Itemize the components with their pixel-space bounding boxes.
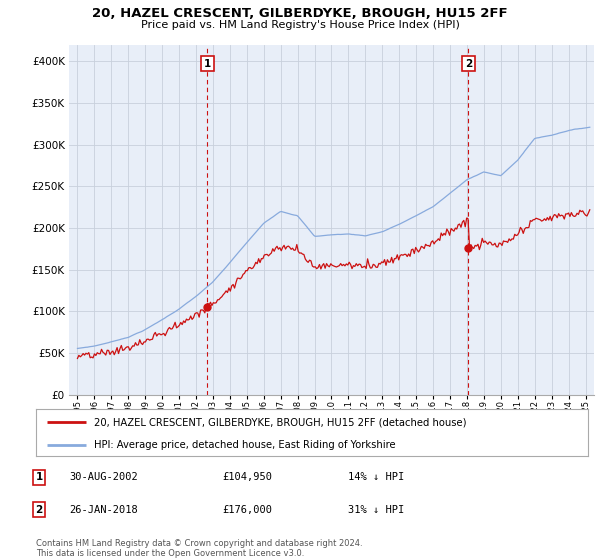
Text: 2: 2 xyxy=(35,505,43,515)
Text: 1: 1 xyxy=(35,472,43,482)
Text: 26-JAN-2018: 26-JAN-2018 xyxy=(69,505,138,515)
Text: Price paid vs. HM Land Registry's House Price Index (HPI): Price paid vs. HM Land Registry's House … xyxy=(140,20,460,30)
Text: 20, HAZEL CRESCENT, GILBERDYKE, BROUGH, HU15 2FF: 20, HAZEL CRESCENT, GILBERDYKE, BROUGH, … xyxy=(92,7,508,20)
Text: 1: 1 xyxy=(203,59,211,69)
Text: 2: 2 xyxy=(465,59,472,69)
Text: 30-AUG-2002: 30-AUG-2002 xyxy=(69,472,138,482)
Text: Contains HM Land Registry data © Crown copyright and database right 2024.
This d: Contains HM Land Registry data © Crown c… xyxy=(36,539,362,558)
Text: £176,000: £176,000 xyxy=(222,505,272,515)
Text: HPI: Average price, detached house, East Riding of Yorkshire: HPI: Average price, detached house, East… xyxy=(94,440,395,450)
Text: 20, HAZEL CRESCENT, GILBERDYKE, BROUGH, HU15 2FF (detached house): 20, HAZEL CRESCENT, GILBERDYKE, BROUGH, … xyxy=(94,417,466,427)
Text: 31% ↓ HPI: 31% ↓ HPI xyxy=(348,505,404,515)
Text: 14% ↓ HPI: 14% ↓ HPI xyxy=(348,472,404,482)
Text: £104,950: £104,950 xyxy=(222,472,272,482)
